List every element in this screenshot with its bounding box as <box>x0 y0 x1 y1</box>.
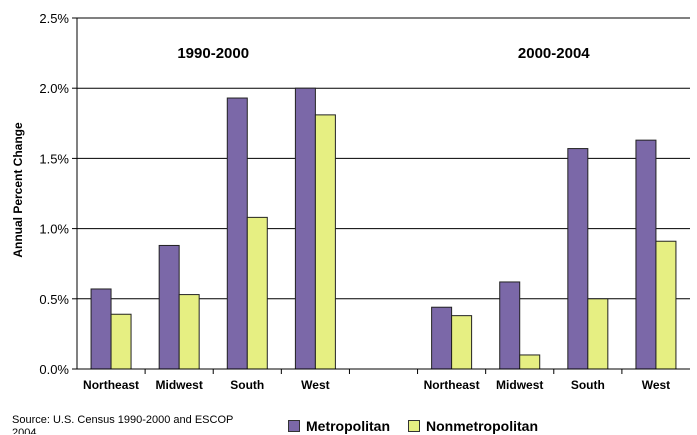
x-tick-label: Midwest <box>155 378 202 392</box>
bar-nonmetropolitan-northeast <box>110 313 132 370</box>
bar-metropolitan-midwest <box>158 244 180 370</box>
y-tick-label: 1.5% <box>39 151 69 166</box>
y-tick-label: 1.0% <box>39 222 69 237</box>
y-tick-label: 2.0% <box>39 81 69 96</box>
y-axis-label: Annual Percent Change <box>11 122 25 258</box>
panel-titles: 1990-2000 2000-2004 <box>177 45 590 62</box>
bar-metropolitan-west <box>635 139 657 370</box>
y-tick-labels: 0.0% 0.5% 1.0% 1.5% 2.0% 2.5% <box>39 11 69 377</box>
bar-nonmetropolitan-northeast <box>451 315 473 370</box>
x-tick-label: South <box>571 378 605 392</box>
legend-item-nonmetropolitan: Nonmetropolitan <box>408 418 538 434</box>
legend-label-nonmetropolitan: Nonmetropolitan <box>426 418 538 434</box>
bar-metropolitan-south <box>226 97 248 370</box>
x-tick-label: West <box>642 378 670 392</box>
x-tick-label: West <box>301 378 329 392</box>
x-tick-labels: Northeast Midwest South West Northeast Midwes… <box>83 378 670 392</box>
legend-label-metropolitan: Metropolitan <box>306 418 390 434</box>
x-tick-label: Northeast <box>424 378 480 392</box>
bar-metropolitan-northeast <box>431 306 453 370</box>
bar-nonmetropolitan-south <box>246 216 268 370</box>
y-tick-label: 0.5% <box>39 292 69 307</box>
x-tick-label: South <box>230 378 264 392</box>
bar-metropolitan-west <box>294 87 316 370</box>
bar-metropolitan-south <box>567 148 589 370</box>
panel-title: 1990-2000 <box>177 45 249 62</box>
bar-nonmetropolitan-midwest <box>178 294 200 370</box>
panel-title: 2000-2004 <box>518 45 590 62</box>
y-tick-label: 2.5% <box>39 11 69 26</box>
legend-swatch-metropolitan <box>288 420 300 432</box>
x-tick-label: Midwest <box>496 378 543 392</box>
axes <box>76 18 690 374</box>
bar-nonmetropolitan-midwest <box>519 354 541 370</box>
legend: Metropolitan Nonmetropolitan <box>288 418 556 434</box>
bar-nonmetropolitan-west <box>314 114 336 370</box>
y-tick-label: 0.0% <box>39 362 69 377</box>
x-tick-label: Northeast <box>83 378 139 392</box>
bar-nonmetropolitan-west <box>655 240 677 370</box>
bar-metropolitan-midwest <box>499 281 521 370</box>
source-note: Source: U.S. Census 1990-2000 and ESCOP … <box>12 414 234 434</box>
legend-swatch-nonmetropolitan <box>408 420 420 432</box>
legend-item-metropolitan: Metropolitan <box>288 418 390 434</box>
bar-nonmetropolitan-south <box>587 298 609 370</box>
bar-metropolitan-northeast <box>90 288 112 370</box>
